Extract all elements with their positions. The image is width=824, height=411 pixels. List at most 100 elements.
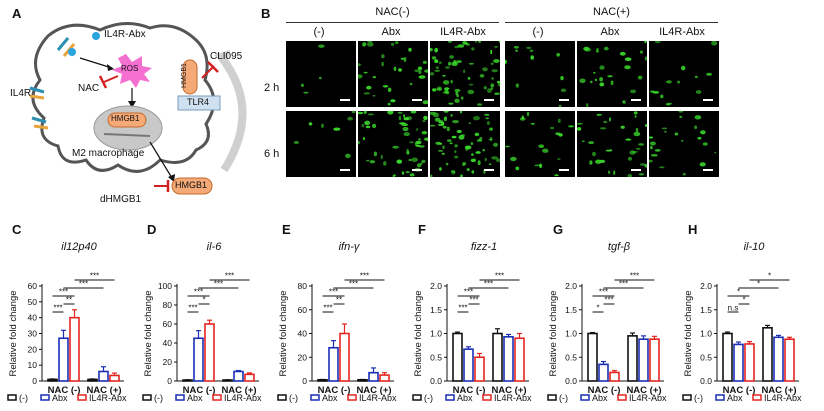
chart-c-ylabel: Relative fold change [8, 290, 19, 376]
chart-c-legend-label: (-) [19, 393, 28, 403]
tlr4-receptor [177, 95, 221, 111]
scale-bar [559, 169, 569, 171]
chart-c-sig-label: ** [66, 296, 72, 305]
scale-bar [340, 99, 350, 101]
col-label-abx-2: Abx [600, 26, 620, 38]
micrograph-2h-4 [577, 41, 647, 107]
dhmgb1-label: dHMGB1 [100, 194, 142, 205]
chart-e-ytick-label: 60 [298, 305, 308, 315]
chart-d-legend-swatch [142, 394, 152, 401]
chart-f-category-label: NAC (+) [491, 385, 526, 396]
micrograph-6h-0 [286, 111, 356, 177]
scale-bar [703, 99, 713, 101]
chart-h-ytick-label: 1.0 [700, 329, 712, 339]
chart-h-legend-label: (-) [694, 393, 703, 403]
chart-h-sig-label: * [742, 296, 745, 305]
chart-f-legend-swatch [445, 394, 455, 401]
chart-e-ytick-label: 40 [298, 329, 308, 339]
chart-c-ytick-label: 50 [28, 297, 38, 307]
chart-f-ytick-label: 1.5 [430, 305, 442, 315]
chart-g-ytick-label: 2.0 [565, 281, 577, 291]
chart-c-bar-abx-1 [98, 370, 109, 382]
panel-label-b: B [261, 6, 271, 21]
panel-label-g: G [553, 222, 564, 237]
chart-f-sig-label: *** [484, 280, 493, 289]
chart-d-category-label: NAC (+) [221, 385, 256, 396]
chart-d-legend-label: Abx [187, 393, 203, 403]
chart-e-ytick-label: 20 [298, 352, 308, 362]
panel-label-d: D [147, 222, 157, 237]
chart-e-title: ifn-γ [339, 241, 361, 253]
chart-f-ytick-label: 0.5 [430, 352, 442, 362]
chart-c-category-label: NAC (-) [48, 385, 81, 396]
chart-h-bar-il4r-abx-0 [744, 343, 755, 382]
chart-f-legend-swatch [412, 394, 422, 401]
chart-g-ylabel: Relative fold change [548, 290, 559, 376]
micrograph-6h-2 [430, 111, 500, 177]
chart-e-legend-label: (-) [289, 393, 298, 403]
chart-h-bar---1 [762, 326, 773, 382]
chart-g-legend-label: (-) [559, 393, 568, 403]
chart-e-category-label: NAC (+) [356, 385, 391, 396]
chart-f-category-label: NAC (-) [453, 385, 486, 396]
chart-f-ytick-label: 1.0 [430, 329, 442, 339]
panel-label-h: H [688, 222, 698, 237]
col-label-il4r-2: IL4R-Abx [659, 26, 705, 38]
chart-d-ytick-label: 100 [158, 281, 172, 291]
chart-g-bar-abx-1 [638, 338, 649, 382]
chart-g-ytick-label: 1.0 [565, 329, 577, 339]
chart-e-ytick-label: 0 [302, 376, 307, 386]
chart-c-sig-label: *** [59, 288, 68, 297]
chart-h-bar-abx-1 [773, 336, 784, 382]
chart-g-ytick-label: 0.0 [565, 376, 577, 386]
col-label-abx-1: Abx [381, 26, 401, 38]
chart-f-sig-label: *** [464, 288, 473, 297]
chart-c-bar---1 [87, 378, 98, 382]
chart-c-ytick-label: 40 [28, 313, 38, 323]
chart-h-legend-label: Abx [727, 393, 743, 403]
scale-bar [340, 169, 350, 171]
chart-d-bar-il4r-abx-0 [204, 323, 215, 382]
nuclear-hmgb1-label: HMGB1 [111, 114, 140, 123]
chart-g-legend-label: Abx [592, 393, 608, 403]
micrograph-6h-1 [358, 111, 428, 177]
micrograph-2h-3 [505, 41, 575, 107]
macrophage-schematic [29, 22, 247, 195]
chart-d-ytick-label: 80 [163, 300, 173, 310]
chart-g-bar-abx-0 [598, 363, 609, 382]
released-hmgb1 [171, 177, 213, 195]
panel-label-f: F [418, 222, 426, 237]
chart-e-legend-swatch [310, 394, 320, 401]
scale-bar [412, 169, 422, 171]
chart-d-sig-label: *** [194, 288, 203, 297]
chart-g-bar---1 [627, 335, 638, 382]
chart-c-legend-label: IL4R-Abx [89, 393, 127, 403]
chart-c-bar---0 [47, 378, 58, 382]
chart-h-bar-il4r-abx-1 [784, 338, 795, 382]
scale-bar [559, 99, 569, 101]
chart-h-title: il-10 [744, 241, 766, 253]
nac-label: NAC [78, 83, 100, 94]
chart-g-sig-label: *** [599, 288, 608, 297]
chart-e-legend-swatch [277, 394, 287, 401]
chart-f-bar---1 [492, 332, 503, 382]
chart-c-sig-label: *** [79, 280, 88, 289]
il4r-abx-legend-label: IL4R-Abx [104, 29, 146, 40]
chart-c-ytick-label: 60 [28, 281, 38, 291]
chart-d-bar-il4r-abx-1 [244, 373, 255, 382]
chart-e-bar-il4r-abx-0 [339, 332, 350, 382]
nac-plus-group-line [505, 22, 718, 23]
chart-f-bar---0 [452, 332, 463, 382]
scale-bar [631, 99, 641, 101]
micrograph-2h-1 [358, 41, 428, 107]
chart-g-bar-il4r-abx-1 [649, 338, 660, 382]
chart-e-sig-label: *** [329, 288, 338, 297]
chart-f-legend-label: Abx [457, 393, 473, 403]
chart-f-sig-label: *** [495, 272, 504, 281]
chart-c-sig-label: *** [53, 304, 62, 313]
chart-g-bar---0 [587, 332, 598, 382]
chart-g-category-label: NAC (+) [626, 385, 661, 396]
chart-e-legend-swatch [347, 394, 357, 401]
scale-bar [412, 99, 422, 101]
